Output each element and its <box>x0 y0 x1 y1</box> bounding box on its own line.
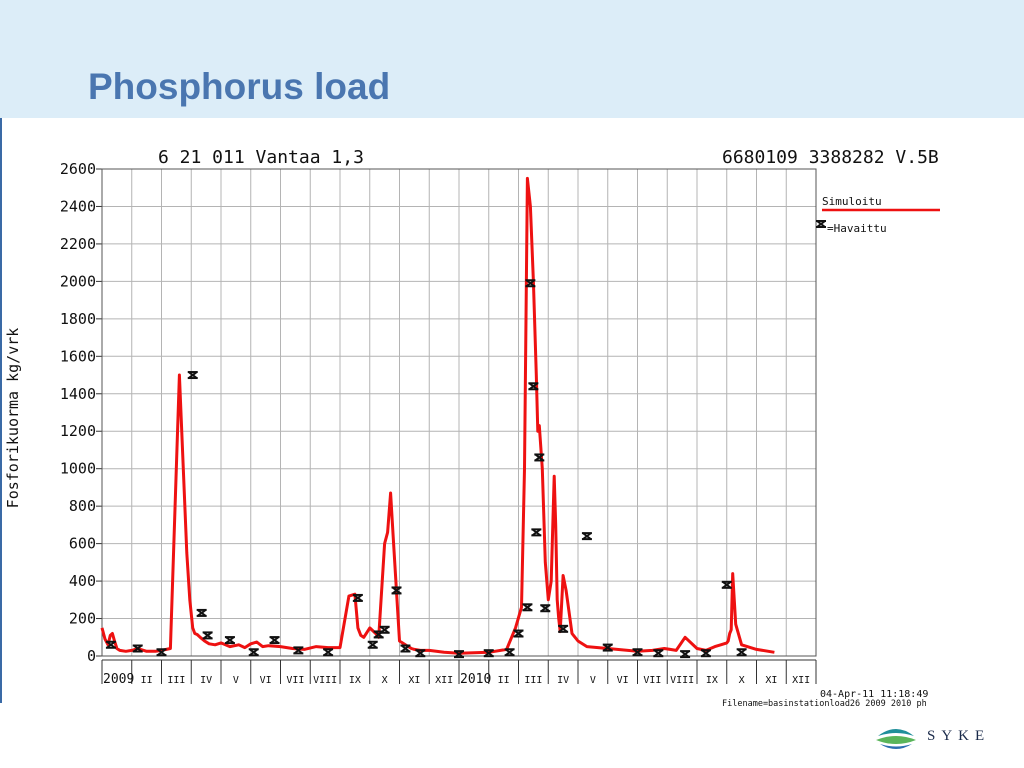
slide-title: Phosphorus load <box>88 66 391 107</box>
observed-point <box>293 646 304 655</box>
observed-point <box>105 640 116 649</box>
observed-point <box>379 625 390 634</box>
y-tick-label: 400 <box>69 572 96 590</box>
grid <box>96 168 816 657</box>
month-label: V <box>233 675 239 686</box>
observed-point <box>454 650 464 659</box>
left-border-rule <box>0 118 2 703</box>
month-label: IX <box>706 675 718 686</box>
y-tick-label: 200 <box>69 610 96 628</box>
logo-text: SYKE <box>927 728 991 744</box>
syke-logo-icon <box>876 729 916 749</box>
month-label: VI <box>260 675 272 686</box>
series <box>100 176 775 655</box>
observed-point <box>632 648 643 657</box>
observed-point <box>196 608 207 617</box>
observed-point <box>504 648 515 657</box>
month-label: XI <box>765 675 777 686</box>
month-label: III <box>167 675 185 686</box>
y-tick-label: 1400 <box>60 385 96 403</box>
month-label: IV <box>200 675 212 686</box>
observed-point <box>680 650 691 659</box>
observed-point <box>400 644 411 653</box>
observed-point <box>540 604 551 613</box>
year-labels: 2009 2010 <box>103 672 491 687</box>
observed-point <box>367 640 378 649</box>
observed-point <box>531 528 542 537</box>
observed-point <box>132 644 143 653</box>
y-axis-label: Fosforikuorma kg/vrk <box>4 328 22 509</box>
y-tick-label: 2400 <box>60 197 96 215</box>
observed-point <box>269 636 280 645</box>
month-label: VIII <box>670 675 694 686</box>
observed-point <box>202 631 213 640</box>
year-label: 2009 <box>103 672 134 687</box>
observed-point <box>156 648 167 657</box>
footer-timestamp: 04-Apr-11 11:18:49 <box>820 689 928 700</box>
legend-marker-observed <box>816 220 826 228</box>
observed-point <box>525 279 536 288</box>
observed-point <box>581 532 592 541</box>
month-label: XI <box>408 675 420 686</box>
observed-point <box>736 648 747 657</box>
observed-point <box>224 636 235 645</box>
observed-point <box>534 453 545 462</box>
observed-markers <box>105 279 747 659</box>
y-tick-label: 800 <box>69 497 96 515</box>
y-tick-label: 1200 <box>60 422 96 440</box>
y-tick-label: 2200 <box>60 235 96 253</box>
y-tick-label: 600 <box>69 535 96 553</box>
month-label: X <box>739 675 745 686</box>
year-label: 2010 <box>460 672 491 687</box>
plot-frame <box>101 168 817 657</box>
observed-point <box>602 643 613 652</box>
footer-filename: Filename=basinstationload26 2009 2010 ph <box>722 699 927 709</box>
observed-point <box>415 649 426 658</box>
month-label: X <box>382 675 388 686</box>
month-label: II <box>141 675 153 686</box>
month-label: IV <box>557 675 569 686</box>
title-banner <box>0 0 1024 118</box>
station-code: 6680109 3388282 V.5B <box>722 147 939 168</box>
legend: Simuloitu =Havaittu <box>816 195 940 235</box>
month-label: VII <box>286 675 304 686</box>
month-label: VII <box>643 675 661 686</box>
simulated-line <box>100 176 775 655</box>
month-labels: II III IV V VI VII VIII IX X XI XII II III IV V VI VII VI… <box>101 659 817 686</box>
month-label: V <box>590 675 596 686</box>
month-label: III <box>524 675 542 686</box>
y-tick-labels: 0 200 400 600 800 1000 1200 1400 1600 1800 2000 220… <box>60 160 96 665</box>
observed-point <box>558 624 569 633</box>
month-label: VIII <box>313 675 337 686</box>
month-label: XII <box>792 675 810 686</box>
observed-point <box>522 603 533 612</box>
chart-title: 6 21 011 Vantaa 1,3 <box>158 147 364 168</box>
month-label: II <box>498 675 510 686</box>
y-tick-label: 1800 <box>60 310 96 328</box>
y-tick-label: 1600 <box>60 347 96 365</box>
observed-point <box>700 649 711 658</box>
observed-point <box>483 649 494 658</box>
observed-point <box>513 629 524 638</box>
month-label: IX <box>349 675 361 686</box>
legend-label-observed: =Havaittu <box>827 222 887 235</box>
observed-point <box>653 649 664 658</box>
month-label: VI <box>617 675 629 686</box>
observed-point <box>323 648 334 657</box>
y-tick-label: 2600 <box>60 160 96 178</box>
phosphorus-load-chart: 6 21 011 Vantaa 1,3 6680109 3388282 V.5B… <box>4 147 940 709</box>
y-tick-label: 2000 <box>60 272 96 290</box>
observed-point <box>528 382 539 391</box>
observed-point <box>352 593 363 602</box>
legend-label-simulated: Simuloitu <box>822 195 882 208</box>
month-label: XII <box>435 675 453 686</box>
y-tick-label: 1000 <box>60 460 96 478</box>
observed-point <box>187 371 198 380</box>
observed-point <box>248 648 259 657</box>
observed-point <box>721 580 732 589</box>
y-tick-label: 0 <box>87 647 96 665</box>
observed-point <box>391 586 402 595</box>
